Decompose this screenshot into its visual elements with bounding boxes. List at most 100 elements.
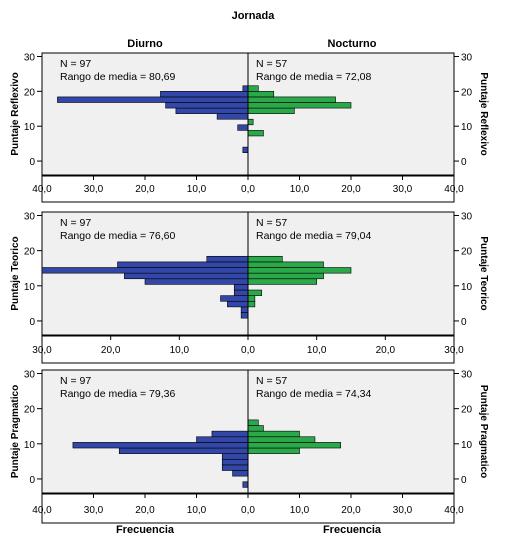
y-tick-label-left: 20 <box>24 405 36 416</box>
bar-right <box>247 96 336 103</box>
y-tick-label-right: 0 <box>461 157 467 168</box>
bar-left <box>72 442 249 449</box>
right-rank-label: Rango de media = 79,04 <box>256 230 371 242</box>
x-tick-label: 30,0 <box>393 184 413 195</box>
x-tick-label: 0,0 <box>241 345 255 356</box>
y-tick-label-right: 10 <box>461 122 473 133</box>
x-tick-label: 30,0 <box>32 345 52 356</box>
y-axis-label-right: Puntaje Reflexivo <box>478 72 489 155</box>
y-tick-label-right: 0 <box>461 317 467 328</box>
x-tick-label: 10,0 <box>187 505 207 516</box>
y-tick-label-left: 20 <box>24 247 36 258</box>
bar-left <box>221 453 249 460</box>
left-n-label: N = 97 <box>60 217 91 229</box>
left-n-label: N = 97 <box>60 375 91 387</box>
y-tick-label-left: 20 <box>24 87 36 98</box>
bar-left <box>227 300 249 308</box>
bar-left <box>232 470 249 477</box>
x-tick-label: 0,0 <box>241 505 255 516</box>
bar-left <box>211 430 249 438</box>
left-rank-label: Rango de media = 79,36 <box>60 388 175 400</box>
right-rank-label: Rango de media = 72,08 <box>256 71 371 83</box>
y-tick-label-right: 20 <box>461 247 473 258</box>
bar-left <box>242 146 249 153</box>
x-tick-label: 30,0 <box>84 505 104 516</box>
bar-left <box>221 458 249 466</box>
bar-right <box>247 272 324 280</box>
bar-left <box>242 481 249 488</box>
y-axis-label-left: Puntaje Pragmatico <box>10 385 21 478</box>
y-tick-label-right: 0 <box>461 475 467 486</box>
y-tick-label-left: 0 <box>29 475 35 486</box>
bar-right <box>247 130 264 137</box>
bar-left <box>196 436 249 443</box>
y-tick-label-right: 20 <box>461 87 473 98</box>
y-axis-label-right: Puntaje Pragmatico <box>478 385 489 478</box>
right-n-label: N = 57 <box>256 217 287 229</box>
bar-left <box>221 464 249 471</box>
y-tick-label-left: 30 <box>24 212 36 223</box>
x-axis-title-right: Frecuencia <box>323 524 382 536</box>
bar-right <box>247 430 300 438</box>
bar-right <box>247 436 316 443</box>
x-tick-label: 40,0 <box>32 505 52 516</box>
x-tick-label: 20,0 <box>135 505 155 516</box>
x-tick-label: 20,0 <box>341 184 361 195</box>
right-group-label: Nocturno <box>328 38 377 50</box>
y-axis-label-left: Puntaje Reflexivo <box>10 72 21 155</box>
x-tick-label: 40,0 <box>444 505 464 516</box>
y-tick-label-left: 30 <box>24 52 36 63</box>
x-tick-label: 10,0 <box>187 184 207 195</box>
x-tick-label: 10,0 <box>170 345 190 356</box>
y-tick-label-right: 30 <box>461 370 473 381</box>
x-tick-label: 0,0 <box>241 184 255 195</box>
x-tick-label: 20,0 <box>341 505 361 516</box>
bar-left <box>240 306 249 313</box>
bar-right <box>247 300 256 308</box>
bar-right <box>247 425 264 432</box>
bar-left <box>237 124 249 131</box>
bar-right <box>247 442 341 449</box>
x-tick-label: 20,0 <box>101 345 121 356</box>
bar-left <box>160 91 249 98</box>
x-tick-label: 30,0 <box>393 505 413 516</box>
y-axis-label-right: Puntaje Teorico <box>478 236 489 310</box>
x-tick-label: 30,0 <box>84 184 104 195</box>
bar-right <box>247 85 259 92</box>
bar-left <box>240 312 249 319</box>
bar-left <box>242 85 249 92</box>
bar-right <box>247 118 254 126</box>
y-tick-label-right: 10 <box>461 282 473 293</box>
y-tick-label-right: 30 <box>461 212 473 223</box>
bar-left <box>175 107 249 114</box>
bar-left <box>144 278 249 285</box>
chart-title: Jornada <box>232 10 276 22</box>
y-tick-label-left: 10 <box>24 282 36 293</box>
bar-right <box>247 419 259 426</box>
x-tick-label: 10,0 <box>290 505 310 516</box>
bar-right <box>247 447 300 454</box>
bar-left <box>57 96 249 103</box>
x-tick-label: 40,0 <box>444 184 464 195</box>
y-tick-label-right: 10 <box>461 440 473 451</box>
y-tick-label-left: 30 <box>24 370 36 381</box>
x-tick-label: 40,0 <box>32 184 52 195</box>
x-tick-label: 20,0 <box>135 184 155 195</box>
y-tick-label-left: 10 <box>24 122 36 133</box>
bar-left <box>220 295 249 302</box>
y-tick-label-left: 10 <box>24 440 36 451</box>
bar-left <box>41 267 249 274</box>
right-rank-label: Rango de media = 74,34 <box>256 388 371 400</box>
bar-right <box>247 278 317 285</box>
bar-right <box>247 107 295 114</box>
bar-left <box>216 113 249 120</box>
bar-right <box>247 91 275 98</box>
bar-right <box>247 255 283 263</box>
bar-left <box>124 272 249 280</box>
left-group-label: Diurno <box>127 38 163 50</box>
y-tick-label-right: 20 <box>461 405 473 416</box>
bar-right <box>247 267 352 274</box>
bar-left <box>233 284 249 291</box>
y-axis-label-left: Puntaje Teorico <box>10 236 21 310</box>
